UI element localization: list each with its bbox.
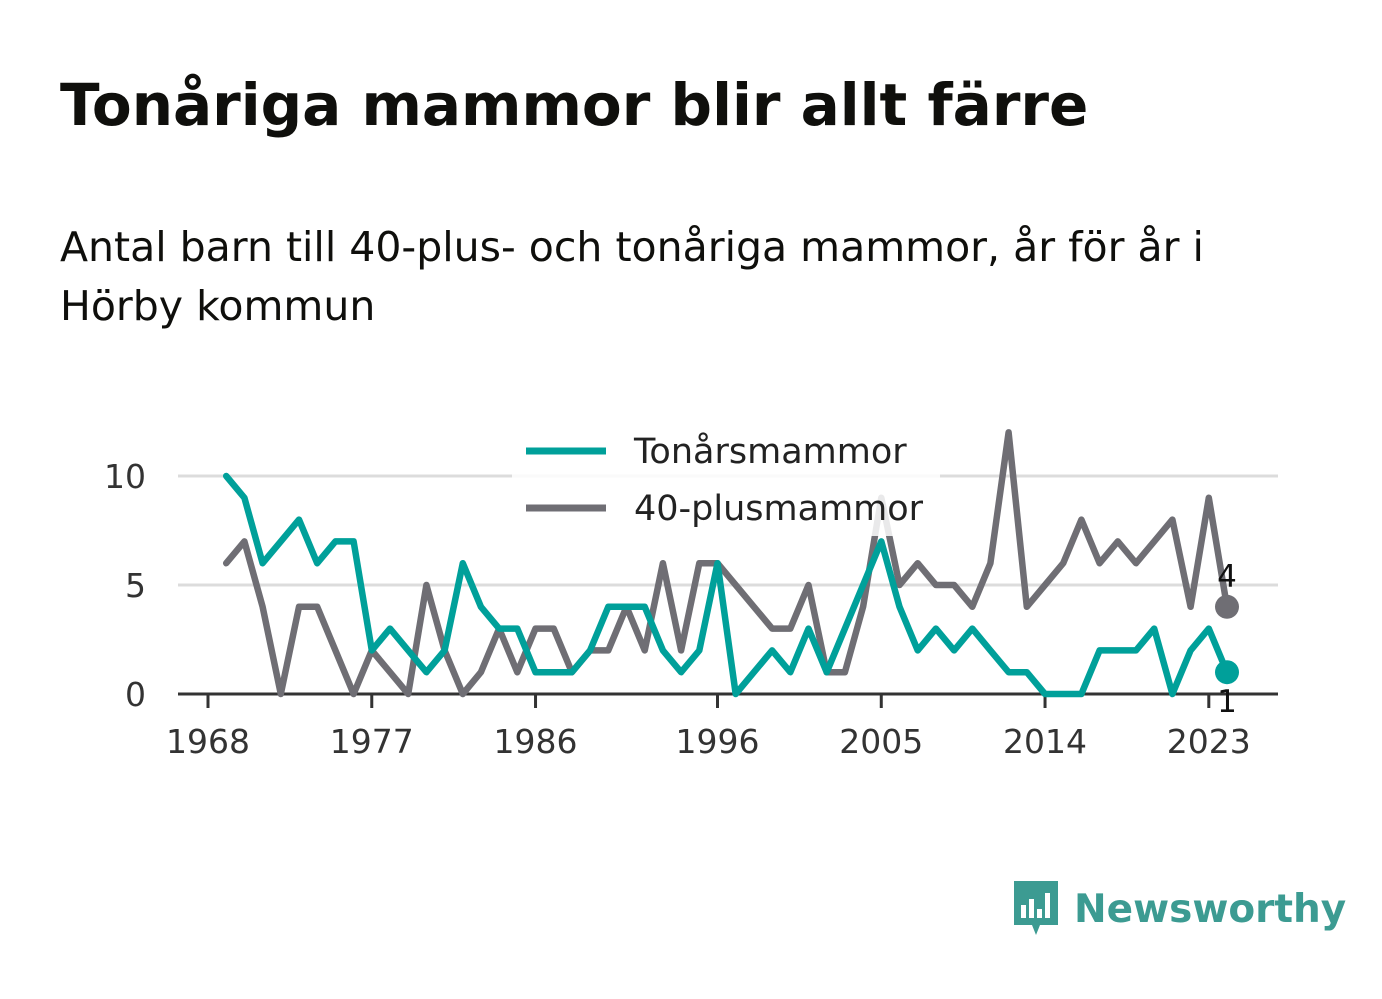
y-axis-ticks: 0 5 10 (104, 457, 146, 714)
x-tick-label: 1968 (166, 722, 250, 761)
legend-label: Tonårsmammor (633, 431, 907, 472)
y-tick-label: 10 (104, 457, 146, 496)
end-marker (1215, 660, 1239, 685)
x-axis: 1968 1977 1986 1996 2005 2014 2023 (166, 692, 1278, 761)
y-tick-label: 5 (125, 566, 146, 605)
newsworthy-brand: Newsworthy (1010, 878, 1346, 940)
x-tick-label: 1977 (330, 722, 414, 761)
series-lines (222, 429, 1231, 698)
x-tick-label: 1986 (494, 722, 578, 761)
legend-background (512, 424, 940, 536)
chart-title: Tonåriga mammor blir allt färre (60, 71, 1089, 139)
x-tick-label: 2014 (1003, 722, 1087, 761)
x-tick-label: 2005 (839, 722, 923, 761)
x-tick-label: 1996 (676, 722, 760, 761)
series-line-40-plusmammor (222, 429, 1231, 698)
chart-subtitle: Antal barn till 40-plus- och tonåriga ma… (60, 223, 1204, 330)
brand-name: Newsworthy (1074, 886, 1347, 932)
legend-label: 40-plusmammor (634, 489, 924, 529)
end-value-label: 4 (1217, 559, 1237, 595)
end-labels: 14 (1215, 559, 1239, 720)
newsworthy-logo-icon (1014, 881, 1058, 935)
end-value-label: 1 (1217, 684, 1237, 720)
series-line-tonarsmammor (222, 472, 1231, 698)
legend: Tonårsmammor 40-plusmammor (512, 424, 940, 536)
x-tick-label: 2023 (1167, 722, 1251, 761)
y-tick-label: 0 (125, 675, 146, 714)
end-marker (1215, 594, 1239, 619)
